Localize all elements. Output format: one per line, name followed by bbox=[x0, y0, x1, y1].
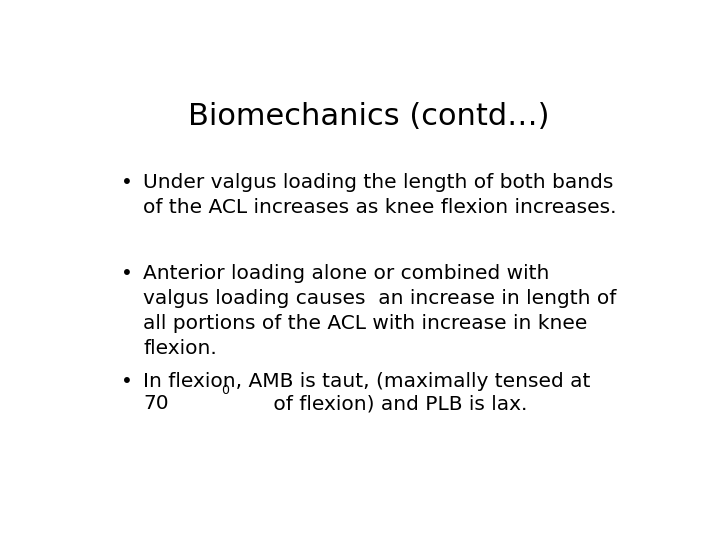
Text: •: • bbox=[121, 373, 132, 392]
Text: 0: 0 bbox=[221, 384, 229, 397]
Text: 70: 70 bbox=[143, 394, 168, 413]
Text: Under valgus loading the length of both bands
of the ACL increases as knee flexi: Under valgus loading the length of both … bbox=[143, 173, 616, 217]
Text: In flexion, AMB is taut, (maximally tensed at: In flexion, AMB is taut, (maximally tens… bbox=[143, 373, 590, 392]
Text: •: • bbox=[121, 173, 132, 192]
Text: •: • bbox=[121, 265, 132, 284]
Text: Anterior loading alone or combined with
valgus loading causes  an increase in le: Anterior loading alone or combined with … bbox=[143, 265, 616, 359]
Text: of flexion) and PLB is lax.: of flexion) and PLB is lax. bbox=[267, 394, 528, 413]
Text: Biomechanics (contd…): Biomechanics (contd…) bbox=[188, 102, 550, 131]
Text: 0: 0 bbox=[221, 384, 229, 397]
